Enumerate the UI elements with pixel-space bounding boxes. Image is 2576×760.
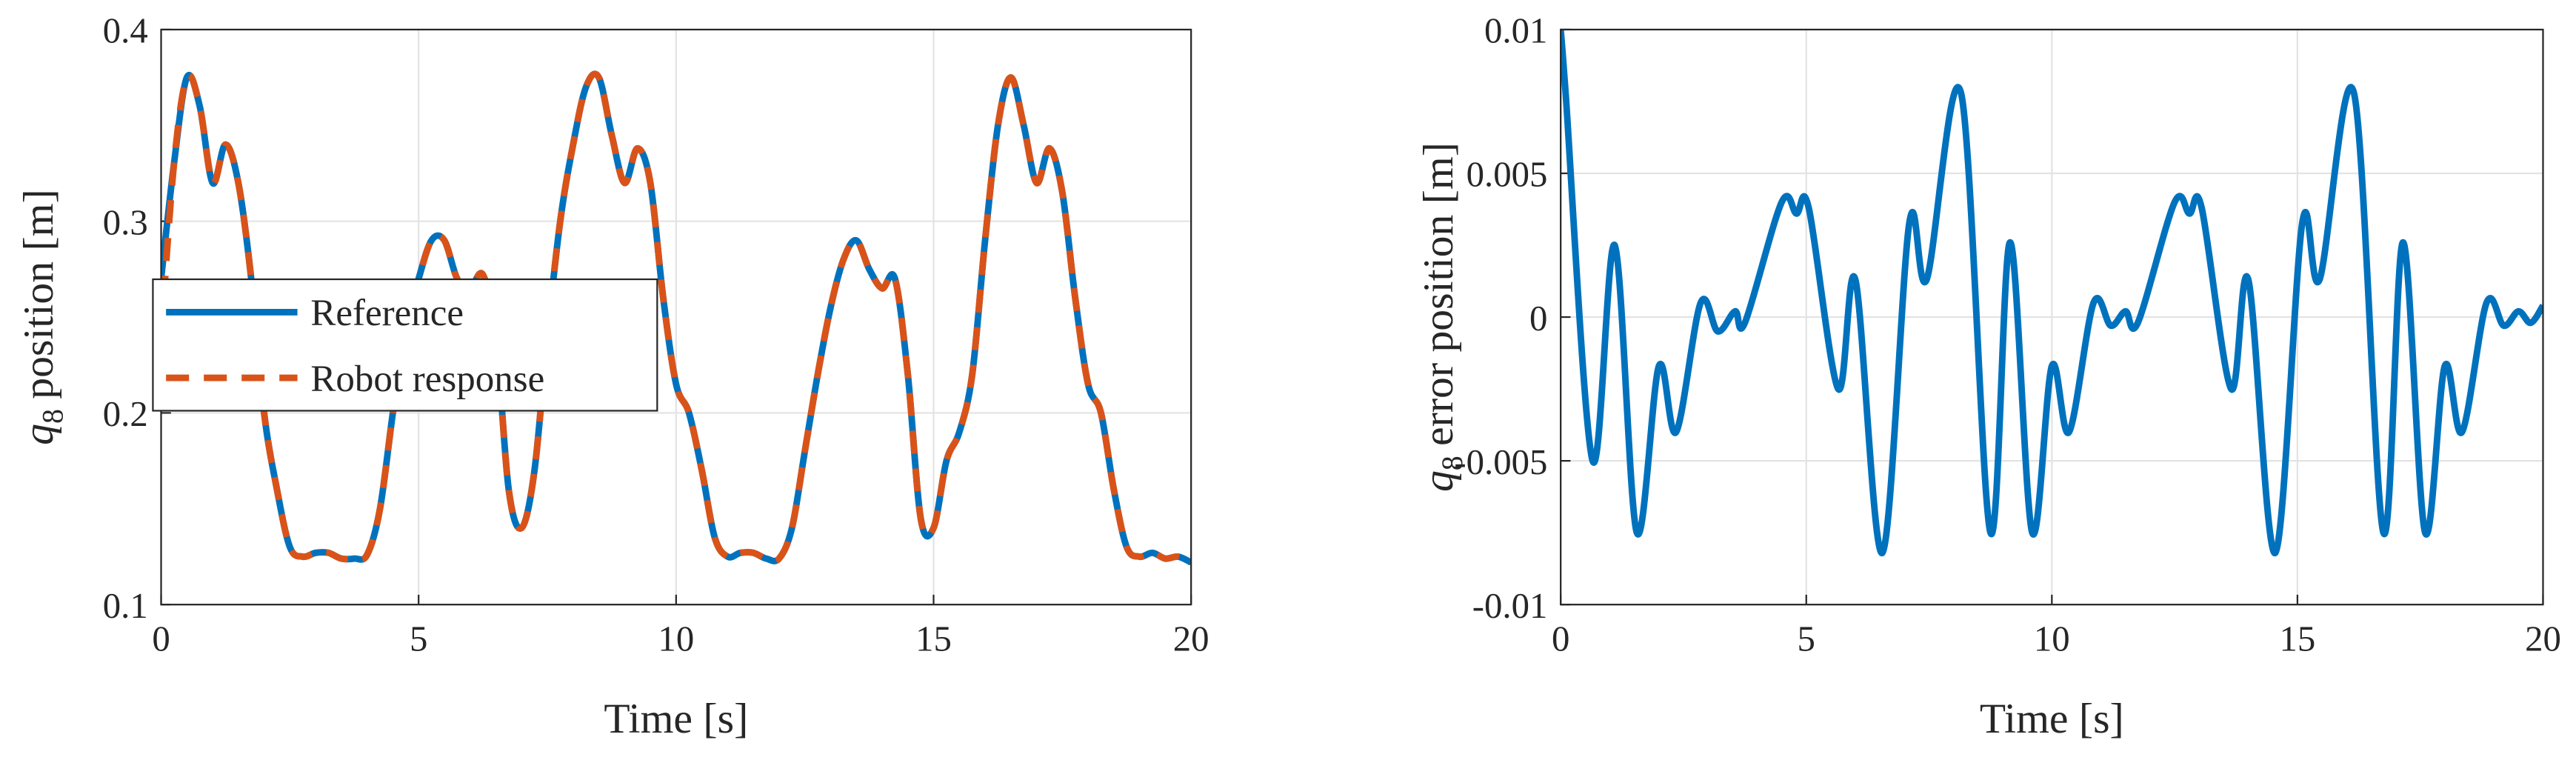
x-tick-label: 20 — [1173, 619, 1209, 659]
x-tick-label: 15 — [2280, 619, 2316, 659]
x-tick-label: 5 — [1798, 619, 1815, 659]
x-tick-label: 10 — [658, 619, 694, 659]
y-tick-label: 0 — [1529, 299, 1547, 339]
y-tick-label: 0.005 — [1466, 155, 1548, 195]
x-axis-label: Time [s] — [1980, 696, 2124, 742]
y-tick-label: 0.4 — [103, 11, 148, 51]
y-tick-label: -0.005 — [1454, 442, 1547, 482]
x-tick-label: 15 — [915, 619, 952, 659]
y-label-text: position [m] — [16, 189, 62, 399]
y-label-symbol: q — [1415, 470, 1462, 492]
data-line — [161, 70, 1192, 566]
y-tick-label: 0.3 — [103, 202, 148, 242]
x-tick-label: 5 — [410, 619, 427, 659]
legend-box — [152, 278, 658, 412]
y-axis-label: q8 position [m] — [16, 189, 69, 445]
y-tick-label: 0.1 — [103, 586, 148, 626]
y-tick-label: 0.2 — [103, 394, 148, 434]
x-tick-label: 0 — [1552, 619, 1569, 659]
y-label-symbol: q — [16, 424, 62, 445]
legend-label: Reference — [310, 293, 464, 334]
x-tick-label: 0 — [152, 619, 170, 659]
data-line — [1561, 29, 2543, 556]
x-axis-label: Time [s] — [604, 696, 748, 742]
y-tick-label: -0.01 — [1472, 586, 1548, 626]
y-label-subscript: 8 — [36, 409, 69, 424]
y-label-subscript: 8 — [1435, 456, 1469, 470]
x-tick-label: 10 — [2034, 619, 2070, 659]
y-label-text: error position [m] — [1415, 142, 1462, 446]
x-tick-label: 20 — [2525, 619, 2561, 659]
legend-label: Robot response — [310, 359, 544, 400]
y-axis-label: q8 error position [m] — [1415, 142, 1469, 492]
axes-box — [1560, 28, 2544, 606]
y-tick-label: 0.01 — [1484, 11, 1547, 51]
